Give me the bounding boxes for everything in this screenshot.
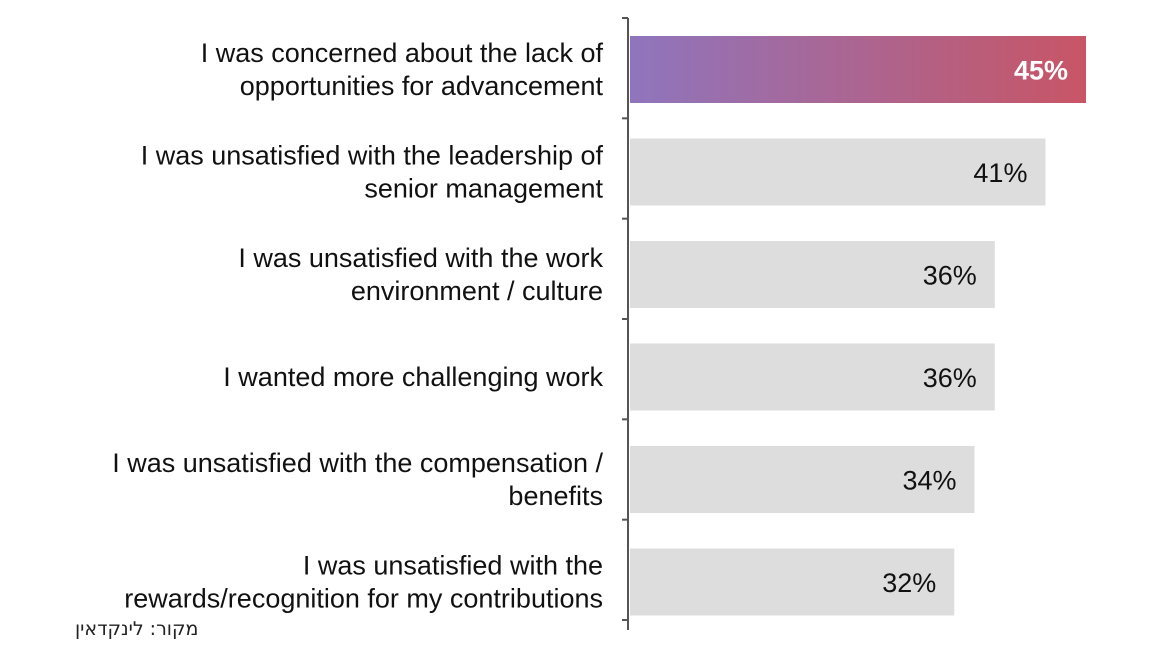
bar-5 — [630, 446, 975, 513]
value-label-2: 41% — [973, 158, 1027, 188]
value-label-5: 34% — [902, 466, 956, 496]
category-label-3-line-2: environment / culture — [351, 276, 603, 306]
category-label-5-line-2: benefits — [508, 481, 603, 511]
category-label-2-line-1: I was unsatisfied with the leadership of — [141, 141, 604, 171]
value-label-3: 36% — [923, 261, 977, 291]
category-label-3-line-1: I was unsatisfied with the work — [238, 243, 603, 273]
source-note: מקור: לינקדאין — [75, 618, 199, 640]
category-label-6-line-2: rewards/recognition for my contributions — [124, 584, 603, 614]
bar-1 — [630, 36, 1086, 103]
category-label-5-line-1: I was unsatisfied with the compensation … — [112, 448, 603, 478]
bar-3 — [630, 241, 995, 308]
value-label-6: 32% — [882, 568, 936, 598]
category-label-6-line-1: I was unsatisfied with the — [303, 551, 603, 581]
category-label-1-line-1: I was concerned about the lack of — [201, 38, 604, 68]
bar-4 — [630, 343, 995, 411]
value-label-1: 45% — [1014, 56, 1068, 86]
bar-2 — [630, 138, 1046, 206]
bar-6 — [630, 548, 955, 616]
value-label-4: 36% — [923, 363, 977, 393]
category-label-4-line-1: I wanted more challenging work — [223, 362, 603, 392]
category-label-2-line-2: senior management — [364, 174, 603, 204]
category-label-1-line-2: opportunities for advancement — [240, 71, 604, 101]
